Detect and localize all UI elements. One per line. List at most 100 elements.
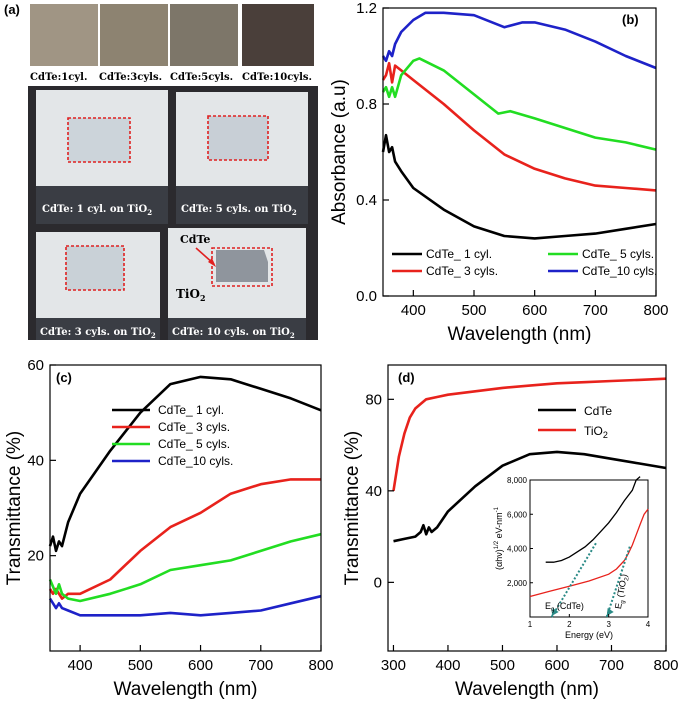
panel-b-letter: (b): [622, 12, 639, 27]
film-sample-3: [100, 4, 168, 66]
panel-c-chart: 400 500 600 700 800 20 40 60 Wavelength (nm) Tran…: [4, 357, 334, 700]
panel-d-inset-annotation-tio2: Eg (TiO2): [613, 573, 631, 610]
panel-d-legend-label-1: CdTe: [584, 404, 612, 418]
panel-c-series-2-line: [48, 478, 321, 600]
panel-d-inset: 1 2 3 4 2,000 4,000 6,000 8,000 Energy (eV) (αhν)…: [494, 476, 651, 640]
panel-d-inset-series-1-line: [545, 476, 641, 563]
panel-b-xtick-label-400: 400: [401, 302, 426, 319]
panel-b-legend-label-1: CdTe_ 1 cyl.: [426, 247, 492, 261]
panel-d-inset-xtick-label-1: 1: [528, 620, 533, 629]
panel-b-legend-label-4: CdTe_10 cyls.: [582, 264, 657, 278]
panel-d-ylabel: Transmittance (%): [342, 431, 363, 586]
panel-b-legend-label-3: CdTe_ 5 cyls.: [582, 247, 654, 261]
panel-d-inset-xtick-label-2: 2: [567, 620, 572, 629]
tio2-label: TiO2: [176, 287, 206, 303]
eg-end: ): [619, 573, 629, 578]
panel-b-series-4-line: [381, 11, 657, 70]
panel-d-inset-fit-line-1: [550, 541, 598, 618]
photo-label-4: CdTe: 10 cyls. on TiO2: [172, 327, 295, 340]
panel-d-xtick-label-400: 400: [435, 657, 460, 674]
panel-d-series-2-line: [392, 377, 667, 492]
panel-c-ytick-label-2: 60: [27, 357, 44, 374]
cdte-arrow-head: [208, 258, 216, 267]
panel-d-series-1-line: [393, 450, 667, 543]
film-sample-5: [170, 4, 238, 66]
panel-d-inset-ytick-label-1: 4,000: [507, 545, 528, 554]
panel-c-xtick-label-400: 400: [68, 657, 93, 674]
panel-d-inset-ytick-label-0: 2,000: [507, 579, 528, 588]
panel-c-legend-label-4: CdTe_10 cyls.: [158, 454, 233, 468]
panel-d-inset-ylabel-main: (αhν): [494, 549, 504, 570]
panel-d-xtick-label-300: 300: [381, 657, 406, 674]
slide-1-roi: [67, 117, 131, 163]
panel-d-xtick-label-500: 500: [490, 657, 515, 674]
panel-d-inset-xlabel: Energy (eV): [565, 630, 613, 640]
panel-c-legend-label-1: CdTe_ 1 cyl.: [158, 403, 224, 417]
panel-b-series-1-line: [381, 133, 657, 240]
film-sample-1: [30, 4, 98, 66]
panel-d-inset-ylabel: (αhν)1/2 eV-nm-1: [494, 506, 504, 570]
slide-2-fto: [176, 186, 308, 224]
panel-c-xtick-label-500: 500: [128, 657, 153, 674]
panel-c-ytick-label-1: 40: [27, 452, 44, 469]
panel-d-inset-background: [529, 479, 649, 618]
photo-label-1: CdTe: 1 cyl. on TiO2: [42, 204, 152, 217]
panel-b-ytick-label-3: 1.2: [356, 0, 377, 17]
panel-d-legend-label-2: TiO2: [584, 424, 608, 440]
photo-label-3: CdTe: 3 cyls. on TiO2: [40, 327, 156, 340]
panel-c-xlabel: Wavelength (nm): [114, 679, 258, 700]
panel-d-ytick-label-0: 0: [374, 574, 382, 591]
panel-c-ylabel: Transmittance (%): [4, 431, 25, 586]
top-label-3: CdTe:3cyls.: [99, 72, 162, 83]
panel-b-xtick-label-700: 700: [583, 302, 608, 319]
panel-c-series-3-line: [48, 532, 322, 603]
panel-c-xtick-label-800: 800: [308, 657, 333, 674]
photo-label-2: CdTe: 5 cyls. on TiO2: [181, 204, 297, 217]
panel-b-xtick-label-800: 800: [643, 302, 668, 319]
panel-d-xtick-label-800: 800: [653, 657, 678, 674]
eg-sub2: 2: [624, 577, 631, 582]
panel-b-legend-label-2: CdTe_ 3 cyls.: [426, 264, 498, 278]
panel-d-inset-ytick-label-2: 6,000: [507, 510, 528, 519]
panel-d-inset-fit-arrow-1: [551, 608, 559, 616]
panel-d-inset-ylabel-sup: 1/2: [494, 540, 500, 549]
panel-d-xlabel: Wavelength (nm): [455, 679, 599, 700]
eg-rest: (CdTe): [554, 601, 584, 611]
panel-d-inset-series-2-line: [529, 508, 649, 598]
eg-sub: g: [551, 607, 554, 613]
slide-3-fto: [36, 318, 160, 340]
panel-a: (a) CdTe:1cyl. CdTe:3cyls. CdTe:5cyls. C…: [4, 2, 318, 340]
top-label-1: CdTe:1cyl.: [30, 72, 87, 83]
panel-d-letter: (d): [398, 370, 415, 385]
panel-d-inset-annotation-cdte: Eg (CdTe): [545, 601, 584, 613]
panel-d-inset-ylabel-sup2: -1: [494, 506, 500, 512]
eg-main: E: [545, 601, 551, 611]
panel-d-ytick-label-1: 40: [365, 483, 382, 500]
eg-rest: (TiO: [615, 579, 628, 600]
panel-d-inset-ylabel-rest: eV-nm: [494, 512, 504, 541]
top-label-10: CdTe:10cyls.: [242, 72, 312, 83]
panel-d-chart: 300 400 500 600 700 800 0 40 80 Wavelength (nm) Tr…: [342, 364, 679, 700]
panel-c-legend-label-3: CdTe_ 5 cyls.: [158, 437, 230, 451]
panel-c-series-4-line: [48, 594, 322, 617]
slide-4-fto: [168, 318, 306, 340]
slide-1-fto: [36, 186, 168, 224]
panel-d-xtick-label-600: 600: [544, 657, 569, 674]
panel-d-legend-subscript: 2: [603, 430, 608, 440]
panel-d-ytick-label-2: 80: [365, 391, 382, 408]
panel-b-xtick-label-600: 600: [522, 302, 547, 319]
panel-b-chart: 400 500 600 700 800 0.0 0.4 0.8 1.2 Wavelength (n…: [329, 0, 669, 345]
panel-c-xtick-label-600: 600: [188, 657, 213, 674]
panel-b-axes-frame: [382, 7, 657, 297]
slide-4-roi: [211, 247, 273, 287]
panel-b-ytick-label-2: 0.8: [356, 96, 377, 113]
eg-sub: g: [620, 600, 626, 604]
panel-d-inset-xtick-label-3: 3: [606, 620, 611, 629]
panel-d-inset-xtick-label-4: 4: [646, 620, 651, 629]
film-sample-10: [242, 4, 314, 66]
panel-b-ytick-label-0: 0.0: [356, 288, 377, 305]
panel-c-legend-label-2: CdTe_ 3 cyls.: [158, 420, 230, 434]
panel-d-inset-fit-line-2: [605, 544, 632, 618]
panel-b-ylabel: Absorbance (a.u): [329, 79, 350, 225]
